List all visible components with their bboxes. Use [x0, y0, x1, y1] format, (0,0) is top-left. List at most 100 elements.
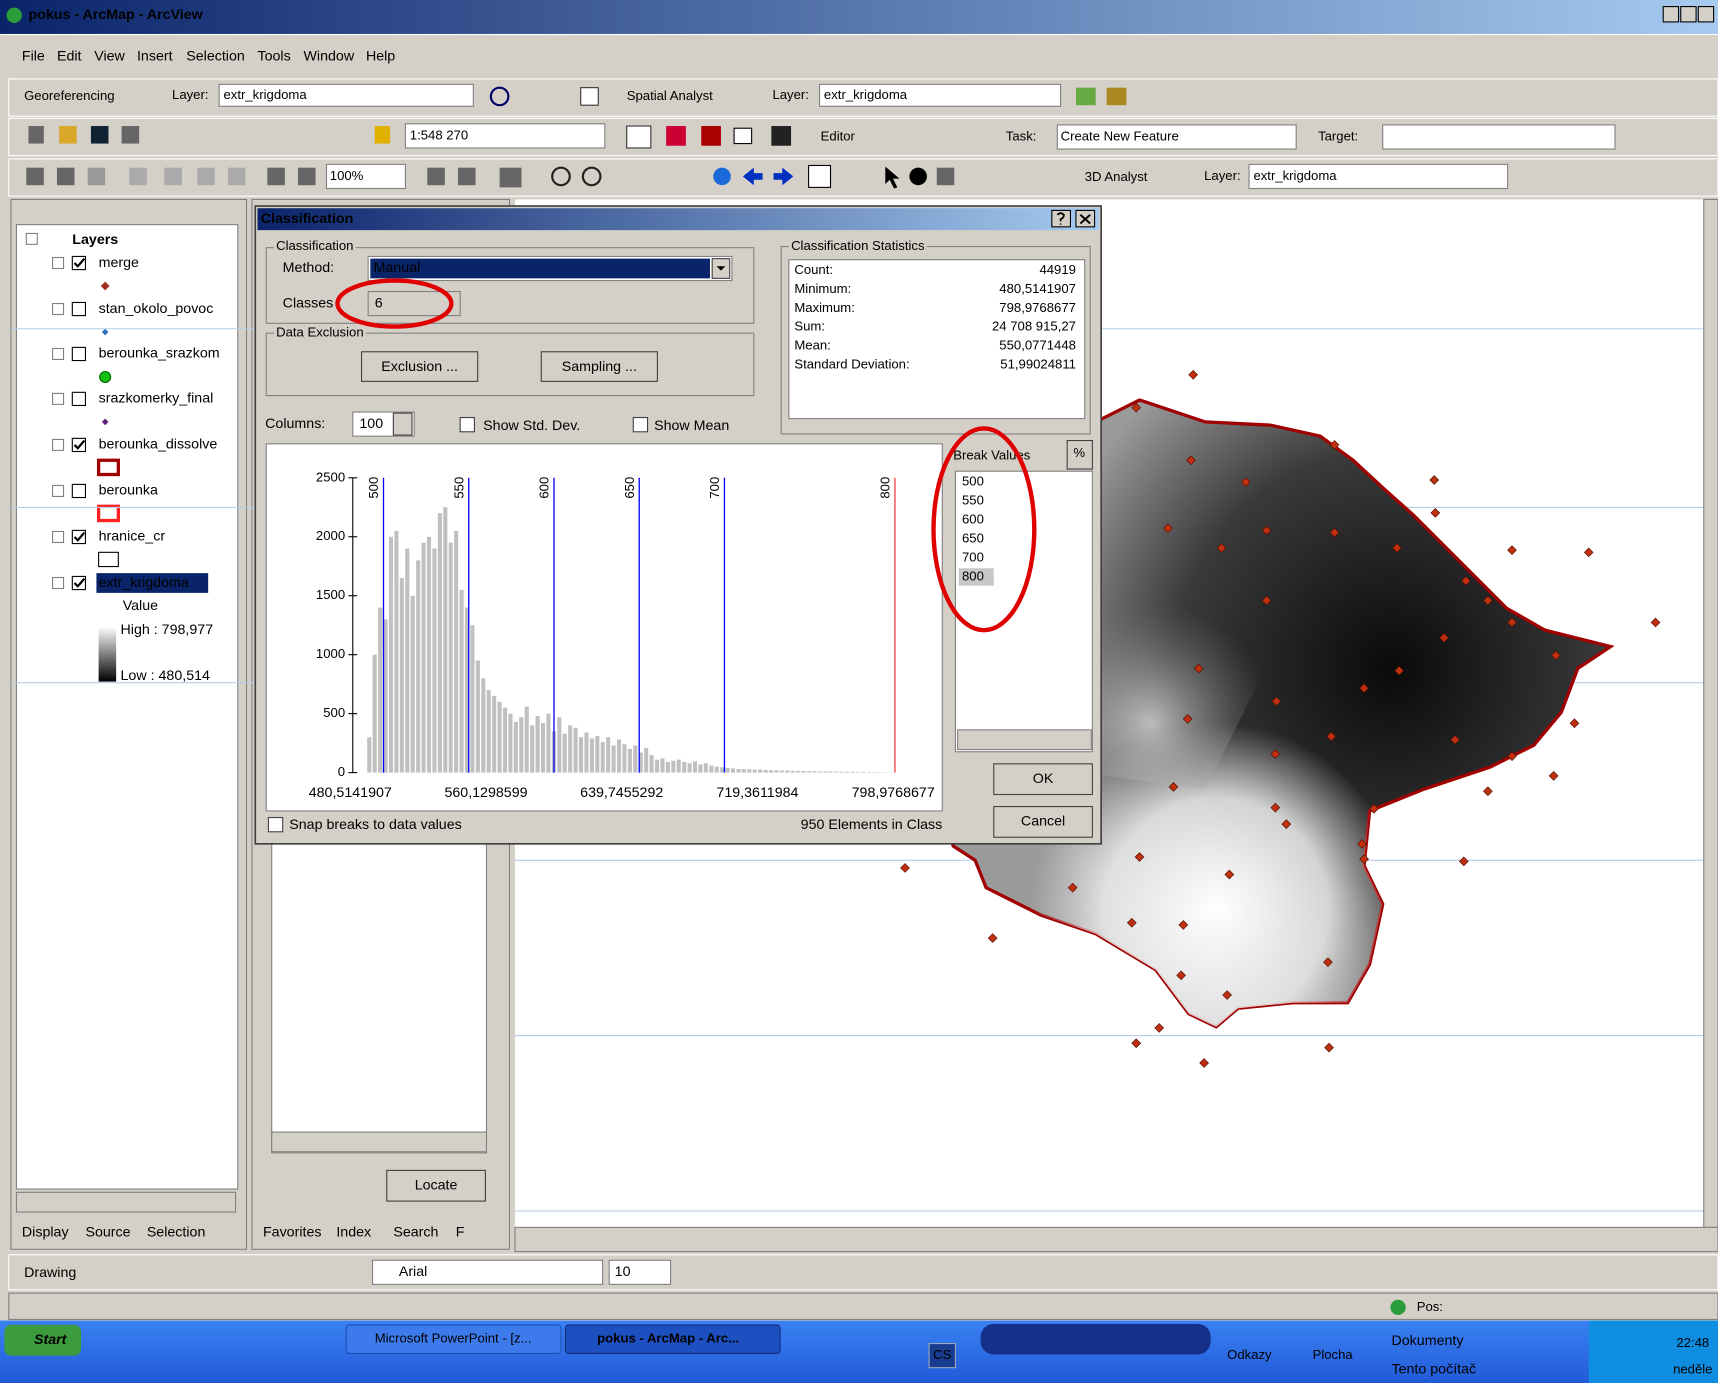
break-value[interactable]: 800 — [962, 568, 984, 583]
locate-button[interactable] — [386, 1169, 486, 1202]
menu-item[interactable]: Edit — [57, 49, 82, 65]
break-value[interactable]: 700 — [962, 549, 984, 564]
font-combo[interactable] — [371, 1259, 604, 1285]
size-combo[interactable] — [608, 1259, 672, 1285]
break-list-scroll[interactable] — [957, 729, 1092, 751]
menu-item[interactable]: File — [22, 49, 45, 65]
break-value[interactable]: 650 — [962, 531, 984, 546]
break-selected — [958, 568, 994, 586]
tab[interactable]: Favorites — [263, 1225, 322, 1241]
scale-combo[interactable] — [404, 123, 606, 149]
icon[interactable] — [427, 167, 445, 186]
menu-item[interactable]: View — [94, 49, 125, 65]
media-player[interactable] — [980, 1323, 1211, 1355]
layer-combo[interactable] — [218, 83, 474, 107]
checkbox[interactable] — [459, 416, 475, 433]
zoom-combo[interactable] — [325, 163, 406, 190]
window-controls[interactable] — [1662, 6, 1715, 23]
icon[interactable] — [626, 125, 652, 149]
minimize[interactable] — [1662, 6, 1680, 23]
cancel-button[interactable] — [993, 806, 1093, 838]
icon[interactable] — [56, 167, 75, 186]
tab[interactable]: Index — [336, 1225, 371, 1241]
x-tick-label: 480,5141907 — [309, 785, 392, 801]
tab[interactable]: Search — [393, 1225, 438, 1241]
exclusion-button[interactable] — [361, 351, 479, 382]
map-scrollbar[interactable] — [1703, 198, 1718, 1228]
layer-combo[interactable] — [819, 83, 1062, 107]
icon[interactable] — [771, 126, 792, 146]
icon[interactable] — [121, 126, 140, 144]
task-button[interactable] — [345, 1324, 562, 1354]
icon[interactable] — [374, 126, 391, 144]
ok-button[interactable] — [993, 763, 1093, 796]
quick-link[interactable]: Dokumenty — [1391, 1333, 1464, 1349]
icon[interactable] — [773, 167, 794, 186]
checkbox[interactable] — [632, 416, 649, 433]
icon[interactable] — [197, 167, 215, 186]
layer-checkbox[interactable] — [71, 301, 87, 317]
tab[interactable]: F — [456, 1225, 465, 1241]
break-value[interactable]: 550 — [962, 493, 984, 508]
layer-combo[interactable] — [1248, 163, 1509, 190]
icon[interactable] — [129, 167, 147, 186]
icon[interactable] — [885, 166, 900, 189]
icon[interactable] — [164, 167, 182, 186]
menu-item[interactable]: Help — [366, 49, 395, 65]
icon[interactable] — [59, 126, 77, 144]
icon[interactable] — [742, 167, 763, 186]
help-scrollbar[interactable] — [271, 1131, 488, 1153]
icon[interactable] — [733, 127, 753, 145]
break-value[interactable]: 500 — [962, 474, 984, 489]
percent-button[interactable] — [1066, 439, 1093, 470]
icon[interactable] — [666, 126, 686, 146]
maximize[interactable] — [1680, 6, 1697, 23]
start-button[interactable] — [4, 1324, 82, 1356]
icon[interactable] — [227, 167, 246, 186]
toc-expander — [52, 392, 65, 405]
tab[interactable]: Display — [22, 1225, 70, 1241]
icon[interactable] — [581, 166, 602, 187]
icon[interactable] — [90, 126, 109, 144]
icon[interactable] — [1106, 87, 1127, 106]
icon[interactable] — [551, 166, 571, 187]
task-button[interactable] — [564, 1324, 781, 1354]
layer-checkbox[interactable] — [71, 483, 87, 499]
break-value[interactable]: 600 — [962, 512, 984, 527]
layer-name: berounka_srazkom — [99, 346, 220, 362]
menu-item[interactable]: Window — [303, 49, 354, 65]
icon[interactable] — [267, 167, 285, 186]
tab[interactable]: Source — [85, 1225, 130, 1241]
menu-item[interactable]: Tools — [257, 49, 290, 65]
icon[interactable] — [580, 87, 599, 106]
sampling-button[interactable] — [540, 351, 658, 382]
checkbox[interactable] — [267, 816, 284, 833]
target-combo[interactable] — [1382, 124, 1616, 150]
icon[interactable] — [457, 167, 476, 186]
tab[interactable]: Selection — [147, 1225, 206, 1241]
window-title: pokus - ArcMap - ArcView — [28, 7, 203, 23]
icon[interactable] — [28, 126, 44, 144]
menu-item[interactable]: Selection — [186, 49, 245, 65]
icon[interactable] — [936, 167, 955, 186]
icon[interactable] — [713, 167, 731, 186]
icon[interactable] — [499, 167, 522, 188]
icon[interactable] — [298, 167, 316, 186]
icon[interactable] — [701, 126, 721, 146]
icon[interactable] — [909, 167, 927, 186]
icon[interactable] — [1075, 87, 1096, 106]
quick-link[interactable]: Tento počítač — [1391, 1362, 1476, 1378]
icon[interactable] — [26, 167, 44, 186]
lang-box[interactable] — [928, 1343, 956, 1369]
close[interactable] — [1697, 6, 1715, 23]
spin-buttons[interactable] — [392, 412, 413, 436]
toc-scrollbar[interactable] — [15, 1191, 237, 1213]
icon[interactable] — [808, 164, 832, 188]
task-combo[interactable] — [1056, 124, 1297, 150]
icon[interactable] — [489, 86, 510, 107]
icon[interactable] — [87, 167, 106, 186]
menu-item[interactable]: Insert — [137, 49, 173, 65]
layer-checkbox[interactable] — [71, 391, 87, 407]
layer-checkbox[interactable] — [71, 346, 87, 362]
map-hscroll[interactable] — [514, 1226, 1718, 1253]
